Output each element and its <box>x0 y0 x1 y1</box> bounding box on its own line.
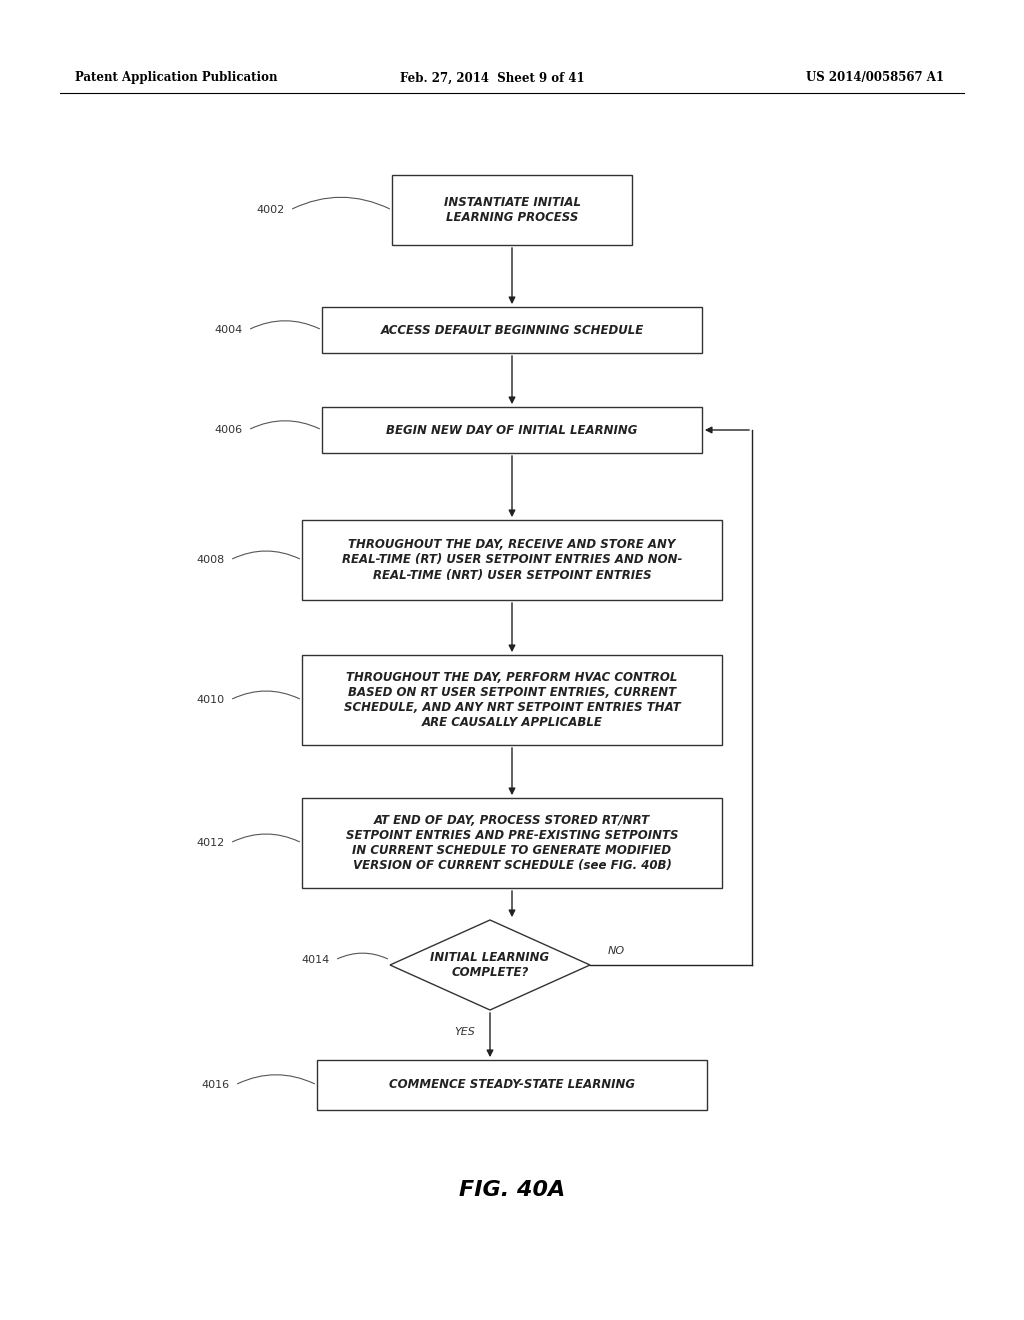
Text: INSTANTIATE INITIAL
LEARNING PROCESS: INSTANTIATE INITIAL LEARNING PROCESS <box>443 195 581 224</box>
FancyBboxPatch shape <box>322 308 702 352</box>
Polygon shape <box>390 920 590 1010</box>
FancyBboxPatch shape <box>322 407 702 453</box>
FancyBboxPatch shape <box>392 176 632 246</box>
Text: 4006: 4006 <box>215 425 243 436</box>
FancyBboxPatch shape <box>302 655 722 744</box>
Text: 4014: 4014 <box>302 954 330 965</box>
Text: 4008: 4008 <box>197 554 225 565</box>
Text: 4004: 4004 <box>215 325 243 335</box>
Text: NO: NO <box>608 946 625 956</box>
Text: US 2014/0058567 A1: US 2014/0058567 A1 <box>806 71 944 84</box>
Text: COMMENCE STEADY-STATE LEARNING: COMMENCE STEADY-STATE LEARNING <box>389 1078 635 1092</box>
Text: INITIAL LEARNING
COMPLETE?: INITIAL LEARNING COMPLETE? <box>430 950 550 979</box>
Text: ACCESS DEFAULT BEGINNING SCHEDULE: ACCESS DEFAULT BEGINNING SCHEDULE <box>380 323 644 337</box>
Text: 4002: 4002 <box>257 205 285 215</box>
Text: 4010: 4010 <box>197 696 225 705</box>
Text: BEGIN NEW DAY OF INITIAL LEARNING: BEGIN NEW DAY OF INITIAL LEARNING <box>386 424 638 437</box>
FancyBboxPatch shape <box>302 799 722 888</box>
Text: Feb. 27, 2014  Sheet 9 of 41: Feb. 27, 2014 Sheet 9 of 41 <box>399 71 585 84</box>
FancyBboxPatch shape <box>317 1060 707 1110</box>
Text: YES: YES <box>455 1027 475 1038</box>
Text: FIG. 40A: FIG. 40A <box>459 1180 565 1200</box>
FancyBboxPatch shape <box>302 520 722 601</box>
Text: Patent Application Publication: Patent Application Publication <box>75 71 278 84</box>
Text: 4012: 4012 <box>197 838 225 847</box>
Text: AT END OF DAY, PROCESS STORED RT/NRT
SETPOINT ENTRIES AND PRE-EXISTING SETPOINTS: AT END OF DAY, PROCESS STORED RT/NRT SET… <box>346 814 678 873</box>
Text: THROUGHOUT THE DAY, PERFORM HVAC CONTROL
BASED ON RT USER SETPOINT ENTRIES, CURR: THROUGHOUT THE DAY, PERFORM HVAC CONTROL… <box>344 671 680 729</box>
Text: 4016: 4016 <box>202 1080 230 1090</box>
Text: THROUGHOUT THE DAY, RECEIVE AND STORE ANY
REAL-TIME (RT) USER SETPOINT ENTRIES A: THROUGHOUT THE DAY, RECEIVE AND STORE AN… <box>342 539 682 582</box>
